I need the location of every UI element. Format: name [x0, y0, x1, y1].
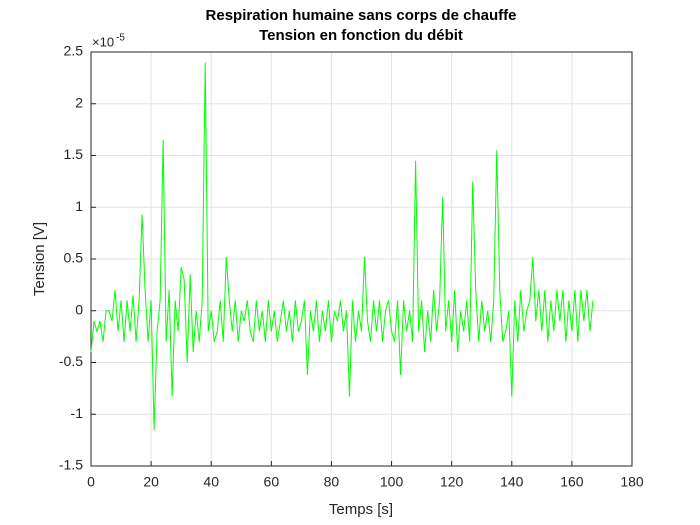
y-tick-label: 0: [75, 301, 83, 317]
y-multiplier-base: ×10: [92, 34, 114, 49]
plot-frame: [90, 51, 633, 467]
x-tick-label: 40: [203, 474, 219, 490]
y-axis-label: Tension [V]: [31, 222, 48, 296]
x-tick-label: 20: [143, 474, 159, 490]
y-tick-label: 1: [75, 198, 83, 214]
y-tick-label: 2.5: [64, 43, 84, 59]
data-line: [90, 62, 594, 430]
x-tick-label: 140: [500, 474, 524, 490]
chart-title: Respiration humaine sans corps de chauff…: [206, 7, 517, 24]
y-tick-label: 2: [75, 94, 83, 110]
x-tick-label: 60: [264, 474, 280, 490]
x-tick-label: 100: [380, 474, 404, 490]
x-tick-label: 160: [560, 474, 584, 490]
x-tick-label: 180: [620, 474, 644, 490]
y-tick-label: 0.5: [64, 250, 84, 266]
y-tick-label: -0.5: [59, 353, 83, 369]
chart-subtitle: Tension en fonction du débit: [259, 27, 463, 44]
x-tick-label: 0: [87, 474, 95, 490]
x-axis-label: Temps [s]: [329, 501, 393, 518]
y-multiplier-exponent: -5: [116, 33, 125, 44]
x-tick-label: 80: [324, 474, 340, 490]
y-tick-label: -1.5: [59, 457, 83, 473]
y-tick-label: -1: [71, 405, 84, 421]
x-tick-label: 120: [440, 474, 464, 490]
y-tick-label: 1.5: [64, 146, 84, 162]
